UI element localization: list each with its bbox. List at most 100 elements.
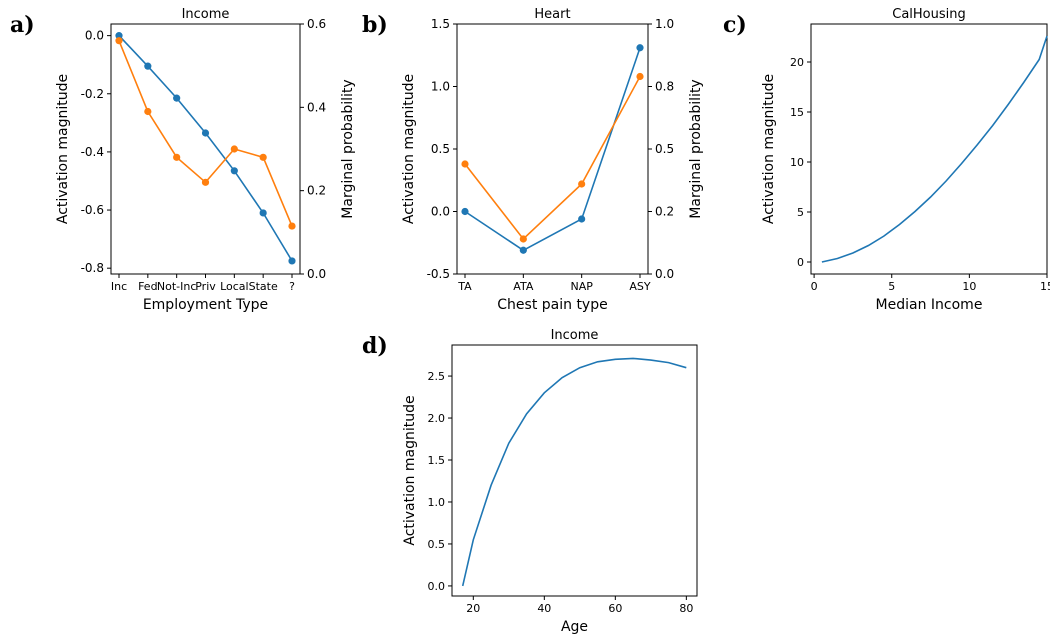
data-point-orange bbox=[461, 160, 469, 168]
chart-title: Income bbox=[551, 328, 599, 343]
y-tick-label: 2.5 bbox=[428, 370, 446, 383]
y-tick-label: 15 bbox=[790, 106, 804, 119]
series-line-blue bbox=[464, 47, 641, 252]
y-tick-label: 1.0 bbox=[431, 80, 450, 94]
y-right-tick-label: 0.2 bbox=[307, 184, 326, 198]
x-tick-label: NAP bbox=[570, 280, 593, 293]
y-right-tick-label: 0.0 bbox=[307, 267, 326, 281]
data-point-blue bbox=[636, 44, 644, 52]
y-axis-label: Activation magnitude bbox=[55, 74, 71, 224]
plot-frame bbox=[456, 23, 649, 275]
x-tick-label: Priv bbox=[195, 280, 216, 293]
y-tick-label: -0.4 bbox=[81, 145, 104, 159]
data-point-orange bbox=[636, 72, 644, 81]
y-axis-label: Activation magnitude bbox=[761, 74, 777, 224]
x-tick-label: 10 bbox=[962, 280, 976, 293]
y-right-axis-label: Marginal probability bbox=[340, 79, 356, 218]
chart-panel-4: d) Income 20 40 60 80 0.0 0.5 1.0 1.5 2.0 2.5 Age Act… bbox=[362, 328, 698, 635]
y-right-tick-label: 0.2 bbox=[655, 205, 674, 219]
x-tick-label: 20 bbox=[466, 602, 480, 615]
data-point-orange bbox=[578, 180, 586, 188]
data-point-orange bbox=[144, 107, 152, 116]
x-tick-label: Not-Inc bbox=[157, 280, 197, 293]
y-tick-label: 1.5 bbox=[431, 17, 450, 31]
y-tick-label: 0.5 bbox=[431, 142, 450, 156]
y-tick-label: 20 bbox=[790, 56, 804, 69]
series-line-blue bbox=[118, 35, 293, 262]
data-point-orange bbox=[173, 153, 181, 161]
y-tick-label: 1.5 bbox=[428, 454, 446, 467]
y-right-axis-label: Marginal probability bbox=[688, 79, 704, 218]
y-tick-label: 0.0 bbox=[431, 205, 450, 219]
x-tick-label: ATA bbox=[513, 280, 534, 293]
data-point-orange bbox=[201, 178, 210, 186]
data-point-blue bbox=[201, 129, 210, 137]
data-point-blue bbox=[578, 215, 586, 223]
chart-panel-3: c) CalHousing 0 5 10 15 0 5 10 15 20 Median Income A… bbox=[723, 7, 1050, 313]
y-tick-label: 10 bbox=[790, 156, 804, 169]
data-point-blue bbox=[144, 62, 152, 70]
data-point-blue bbox=[288, 257, 296, 265]
series-line-blue bbox=[821, 35, 1048, 263]
y-tick-label: 1.0 bbox=[428, 496, 446, 509]
x-axis-label: Age bbox=[561, 619, 588, 635]
x-tick-label: TA bbox=[457, 280, 472, 293]
plot-frame bbox=[451, 344, 698, 597]
y-tick-label: -0.8 bbox=[81, 261, 104, 275]
data-point-orange bbox=[115, 37, 123, 45]
y-tick-label: -0.2 bbox=[81, 87, 104, 101]
y-tick-label: -0.5 bbox=[427, 267, 450, 281]
y-tick-label: 0.5 bbox=[428, 538, 446, 551]
y-tick-label: 5 bbox=[797, 206, 804, 219]
x-tick-label: State bbox=[249, 280, 278, 293]
chart-panel-2: b) Heart TA ATA NAP ASY -0.5 0.0 0.5 1.0 1.5 0.0 0.2… bbox=[362, 7, 704, 313]
x-tick-label: 40 bbox=[537, 602, 551, 615]
data-point-orange bbox=[230, 145, 238, 153]
y-right-tick-label: 0.5 bbox=[655, 142, 674, 156]
y-right-tick-label: 0.8 bbox=[655, 80, 674, 94]
panel-letter: b) bbox=[362, 12, 388, 38]
y-right-tick-label: 0.0 bbox=[655, 267, 674, 281]
panel-letter: d) bbox=[362, 333, 388, 359]
x-tick-label: 15 bbox=[1040, 280, 1050, 293]
plot-frame bbox=[810, 23, 1048, 275]
data-point-blue bbox=[173, 94, 181, 102]
data-point-orange bbox=[519, 235, 527, 243]
x-tick-label: 0 bbox=[811, 280, 818, 293]
x-axis-label: Employment Type bbox=[143, 297, 268, 313]
plot-frame bbox=[110, 23, 301, 275]
series-line-blue bbox=[461, 357, 687, 587]
data-point-orange bbox=[259, 153, 267, 161]
x-tick-label: ASY bbox=[629, 280, 651, 293]
data-point-blue bbox=[115, 32, 123, 40]
x-tick-label: Inc bbox=[111, 280, 127, 293]
x-tick-label: Local bbox=[220, 280, 249, 293]
y-right-tick-label: 0.4 bbox=[307, 100, 326, 114]
chart-title: Heart bbox=[534, 7, 570, 22]
data-point-orange bbox=[288, 222, 296, 230]
x-axis-label: Chest pain type bbox=[497, 297, 607, 313]
y-tick-label: -0.6 bbox=[81, 203, 104, 217]
y-tick-label: 0.0 bbox=[428, 580, 446, 593]
chart-title: CalHousing bbox=[892, 7, 966, 22]
data-point-blue bbox=[461, 207, 469, 216]
y-tick-label: 0 bbox=[797, 256, 804, 269]
series-line-orange bbox=[464, 76, 641, 241]
x-axis-label: Median Income bbox=[876, 297, 983, 313]
panel-letter: c) bbox=[723, 12, 747, 38]
y-right-tick-label: 1.0 bbox=[655, 17, 674, 31]
chart-title: Income bbox=[182, 7, 230, 22]
y-tick-label: 0.0 bbox=[85, 29, 104, 43]
panel-letter: a) bbox=[10, 12, 35, 38]
y-axis-label: Activation magnitude bbox=[401, 74, 417, 224]
x-tick-label: Fed bbox=[138, 280, 157, 293]
x-tick-label: 5 bbox=[888, 280, 895, 293]
x-tick-label: ? bbox=[289, 280, 295, 293]
data-point-blue bbox=[259, 209, 267, 217]
y-right-tick-label: 0.6 bbox=[307, 17, 326, 31]
y-axis-label: Activation magnitude bbox=[402, 395, 418, 545]
x-tick-label: 60 bbox=[608, 602, 622, 615]
x-tick-label: 80 bbox=[679, 602, 693, 615]
